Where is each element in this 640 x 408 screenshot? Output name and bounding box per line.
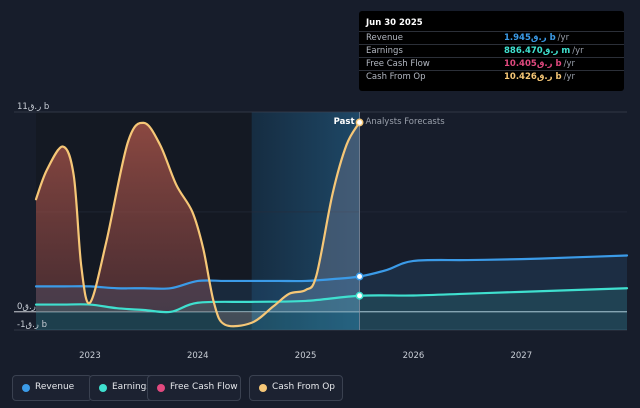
tooltip-row-cash-from-op: Cash From Op 10.426ر.ق b/yr bbox=[359, 70, 624, 84]
legend-dot-icon bbox=[259, 384, 267, 392]
x-tick-label: 2023 bbox=[79, 351, 101, 361]
x-tick-label: 2024 bbox=[187, 351, 209, 361]
legend-item-free-cash-flow[interactable]: Free Cash Flow bbox=[147, 375, 241, 401]
legend-item-revenue[interactable]: Revenue bbox=[12, 375, 92, 401]
cash-from-op-area bbox=[36, 122, 252, 327]
x-tick-label: 2025 bbox=[295, 351, 317, 361]
earnings-line bbox=[34, 287, 629, 314]
cash-from-op-marker bbox=[355, 118, 364, 127]
cash-from-op-line bbox=[34, 121, 361, 328]
revenue-area bbox=[36, 255, 627, 330]
legend-item-cash-from-op[interactable]: Cash From Op bbox=[249, 375, 343, 401]
earnings-area bbox=[36, 288, 627, 330]
x-tick-label: 2027 bbox=[510, 351, 532, 361]
revenue-line bbox=[34, 254, 629, 290]
x-tick-label: 2026 bbox=[403, 351, 425, 361]
legend-label: Earnings bbox=[112, 382, 152, 392]
cash-from-op-area-highlight bbox=[251, 122, 360, 323]
tooltip-value: 1.945ر.ق b/yr bbox=[504, 33, 570, 43]
tooltip-row-earnings: Earnings 886.470ر.ق m/yr bbox=[359, 44, 624, 58]
y-tick-label: -1ر.ق b bbox=[17, 320, 47, 330]
legend-label: Cash From Op bbox=[272, 382, 336, 392]
legend-label: Revenue bbox=[35, 382, 75, 392]
tooltip-value: 10.426ر.ق b/yr bbox=[504, 72, 575, 82]
tooltip-value: 10.405ر.ق b/yr bbox=[504, 59, 575, 69]
tooltip-label: Earnings bbox=[366, 46, 403, 56]
past-label: Past bbox=[334, 117, 355, 127]
chart-plot: 11ر.ق b 0ر.ق -1ر.ق b 2023 2024 2025 2026 2027 P… bbox=[14, 102, 629, 361]
legend-dot-icon bbox=[157, 384, 165, 392]
earnings-marker bbox=[355, 291, 364, 300]
revenue-marker bbox=[355, 272, 364, 281]
forecast-label: Analysts Forecasts bbox=[366, 117, 446, 127]
legend-dot-icon bbox=[22, 384, 30, 392]
tooltip-label: Revenue bbox=[366, 33, 404, 43]
legend-dot-icon bbox=[99, 384, 107, 392]
tooltip-label: Free Cash Flow bbox=[366, 59, 430, 69]
tooltip-row-free-cash-flow: Free Cash Flow 10.405ر.ق b/yr bbox=[359, 57, 624, 71]
tooltip-row-revenue: Revenue 1.945ر.ق b/yr bbox=[359, 31, 624, 45]
tooltip-label: Cash From Op bbox=[366, 72, 426, 82]
legend-label: Free Cash Flow bbox=[170, 382, 238, 392]
tooltip-value: 886.470ر.ق m/yr bbox=[504, 46, 584, 56]
tooltip: Jun 30 2025 Revenue 1.945ر.ق b/yr Earnin… bbox=[359, 11, 624, 91]
tooltip-date: Jun 30 2025 bbox=[366, 18, 423, 28]
y-tick-label: 0ر.ق bbox=[17, 302, 36, 312]
y-tick-label: 11ر.ق b bbox=[17, 102, 49, 112]
